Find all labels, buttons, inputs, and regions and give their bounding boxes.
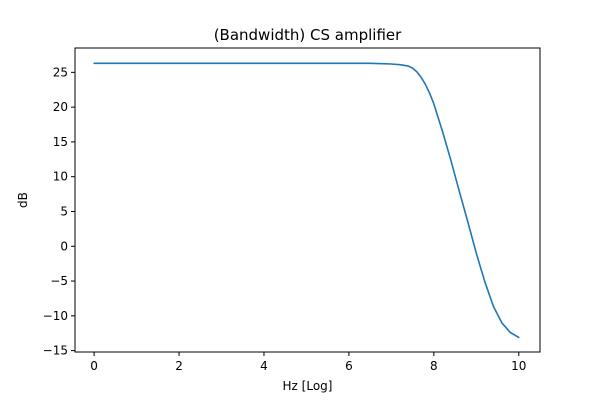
x-axis: 0 2 4 6 8 10 [90, 352, 526, 373]
x-tick-label: 10 [511, 359, 526, 373]
y-tick-label: −10 [43, 309, 68, 323]
y-tick-label: −15 [43, 344, 68, 358]
y-axis: −15 −10 −5 0 5 10 15 20 25 [43, 65, 75, 358]
y-axis-label: dB [16, 192, 30, 208]
y-tick-label: 20 [53, 100, 68, 114]
y-tick-label: −5 [50, 274, 68, 288]
y-tick-label: 0 [60, 239, 68, 253]
y-tick-label: 15 [53, 135, 68, 149]
series-line [93, 62, 520, 339]
x-tick-label: 4 [260, 359, 268, 373]
plot-frame [74, 47, 541, 353]
y-tick-label: 25 [53, 65, 68, 79]
x-axis-label: Hz [Log] [283, 379, 333, 393]
x-tick-label: 2 [175, 359, 183, 373]
x-tick-label: 0 [90, 359, 98, 373]
plot-area [93, 62, 520, 339]
y-tick-label: 10 [53, 170, 68, 184]
y-tick-label: 5 [60, 204, 68, 218]
chart-title: (Bandwidth) CS amplifier [214, 26, 402, 44]
x-tick-label: 6 [345, 359, 353, 373]
x-tick-label: 8 [430, 359, 438, 373]
